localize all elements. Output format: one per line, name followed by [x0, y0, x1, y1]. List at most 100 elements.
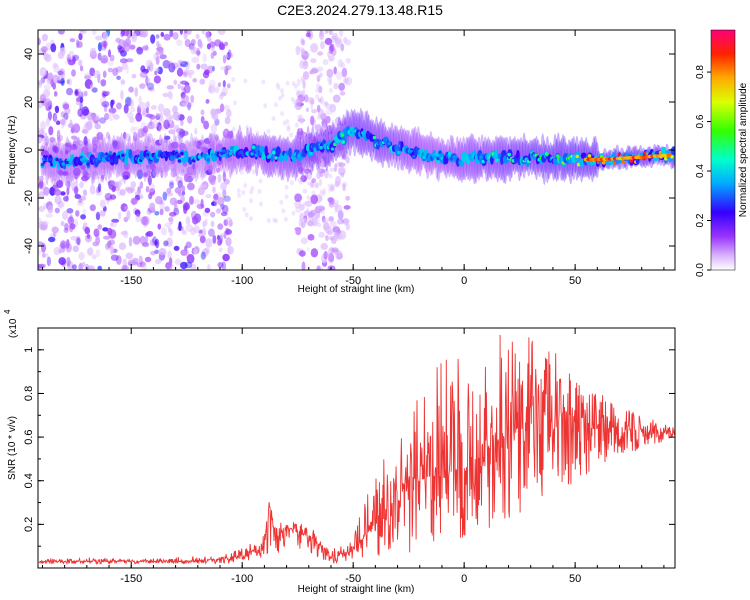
- snr-y-tick-label: 0.2: [23, 517, 35, 532]
- heatmap-noise-speck: [306, 247, 310, 252]
- heatmap-noise-speck: [139, 194, 144, 199]
- heatmap-y-tick-label: -20: [23, 190, 35, 206]
- heatmap-noise-speck: [101, 55, 109, 64]
- heatmap-noise-speck: [305, 32, 311, 38]
- heatmap-noise-speck: [84, 75, 92, 80]
- heatmap-noise-speck: [57, 201, 65, 208]
- heatmap-noise-speck: [169, 181, 174, 189]
- heatmap-noise-speck: [338, 82, 346, 91]
- heatmap-noise-speck: [251, 169, 256, 175]
- heatmap-noise-speck: [125, 58, 134, 63]
- heatmap-noise-speck: [212, 50, 217, 56]
- heatmap-noise-speck: [316, 222, 322, 228]
- heatmap-noise-speck: [178, 59, 185, 65]
- heatmap-noise-speck: [227, 245, 234, 255]
- heatmap-noise-speck: [217, 223, 224, 230]
- heatmap-noise-speck: [142, 216, 150, 226]
- heatmap-noise-speck: [201, 30, 206, 35]
- heatmap-noise-speck: [154, 258, 162, 265]
- heatmap-noise-speck: [63, 112, 69, 121]
- heatmap-noise-speck: [45, 253, 49, 258]
- heatmap-noise-speck: [112, 139, 118, 149]
- heatmap-noise-speck: [162, 157, 166, 166]
- heatmap-noise-speck: [195, 50, 201, 56]
- heatmap-noise-speck: [44, 53, 52, 63]
- heatmap-noise-speck: [217, 234, 220, 241]
- heatmap-noise-speck: [249, 189, 254, 195]
- heatmap-noise-speck: [45, 135, 50, 146]
- colorbar-axes: 0.0 0.2 0.4 0.6 0.8: [695, 65, 711, 277]
- heatmap-ridge-cell: [275, 146, 281, 158]
- heatmap-noise-speck: [318, 168, 326, 174]
- heatmap-noise-speck: [217, 196, 225, 206]
- heatmap-noise-speck: [66, 256, 71, 267]
- heatmap-noise-speck: [139, 236, 146, 245]
- heatmap-noise-speck: [134, 87, 138, 97]
- heatmap-noise-speck: [340, 43, 345, 52]
- heatmap-noise-speck: [83, 146, 91, 152]
- heatmap-noise-speck: [138, 95, 143, 104]
- heatmap-noise-speck: [66, 180, 71, 191]
- heatmap-noise-speck: [183, 204, 188, 214]
- heatmap-noise-speck: [211, 65, 215, 72]
- heatmap-noise-speck: [322, 123, 327, 129]
- heatmap-noise-speck: [98, 117, 107, 124]
- heatmap-noise-speck: [306, 181, 314, 186]
- heatmap-noise-speck: [333, 82, 339, 90]
- heatmap-ridge-halo: [135, 133, 140, 177]
- heatmap-noise-speck: [204, 69, 210, 75]
- heatmap-noise-speck: [78, 32, 83, 41]
- heatmap-noise-speck: [152, 119, 159, 128]
- heatmap-ridge-halo: [299, 127, 305, 174]
- heatmap-noise-speck: [196, 47, 200, 57]
- heatmap-noise-speck: [236, 188, 241, 194]
- heatmap-noise-speck: [66, 79, 70, 84]
- heatmap-noise-speck: [299, 212, 304, 222]
- heatmap-noise-speck: [122, 175, 129, 180]
- heatmap-noise-speck: [244, 212, 249, 218]
- heatmap-x-tick-label: -150: [120, 275, 142, 287]
- heatmap-noise-speck: [200, 198, 204, 209]
- heatmap-noise-speck: [190, 95, 195, 103]
- heatmap-noise-speck: [335, 71, 343, 80]
- heatmap-noise-speck: [138, 255, 143, 265]
- heatmap-noise-speck: [159, 111, 163, 121]
- heatmap-noise-speck: [101, 174, 105, 180]
- heatmap-noise-speck: [300, 237, 308, 245]
- heatmap-noise-speck: [290, 180, 294, 186]
- heatmap-noise-speck: [92, 148, 97, 153]
- heatmap-noise-speck: [223, 195, 231, 202]
- heatmap-noise-speck: [64, 142, 72, 148]
- heatmap-noise-speck: [225, 237, 232, 247]
- heatmap-noise-speck: [122, 30, 130, 37]
- heatmap-noise-speck: [304, 172, 309, 180]
- heatmap-noise-speck: [301, 261, 306, 270]
- heatmap-noise-speck: [187, 182, 195, 191]
- heatmap-noise-speck: [323, 251, 330, 258]
- heatmap-noise-speck: [295, 206, 302, 213]
- heatmap-x-tick-label: 50: [569, 275, 581, 287]
- heatmap-noise-speck: [120, 79, 126, 85]
- heatmap-noise-speck: [191, 170, 196, 179]
- heatmap-noise-speck: [220, 66, 227, 71]
- heatmap-noise-speck: [132, 126, 139, 131]
- heatmap-noise-speck: [63, 227, 69, 233]
- heatmap-noise-speck: [38, 217, 42, 225]
- heatmap-noise-speck: [318, 152, 323, 158]
- heatmap-noise-speck: [227, 130, 232, 140]
- heatmap-noise-speck: [157, 66, 163, 75]
- heatmap-noise-speck: [71, 264, 77, 270]
- heatmap-ridge-peak: [575, 154, 579, 159]
- heatmap-noise-speck: [302, 79, 306, 89]
- heatmap-noise-speck: [112, 141, 118, 151]
- heatmap-noise-speck: [188, 43, 195, 51]
- heatmap-noise-speck: [280, 111, 285, 117]
- heatmap-noise-speck: [320, 209, 325, 215]
- heatmap-noise-speck: [99, 210, 106, 217]
- heatmap-x-label: Height of straight line (km): [298, 284, 415, 295]
- heatmap-noise-speck: [187, 115, 193, 124]
- heatmap-noise-speck: [155, 55, 160, 65]
- heatmap-noise-speck: [172, 111, 181, 121]
- heatmap-noise-speck: [305, 156, 311, 164]
- heatmap-noise-speck: [310, 183, 315, 189]
